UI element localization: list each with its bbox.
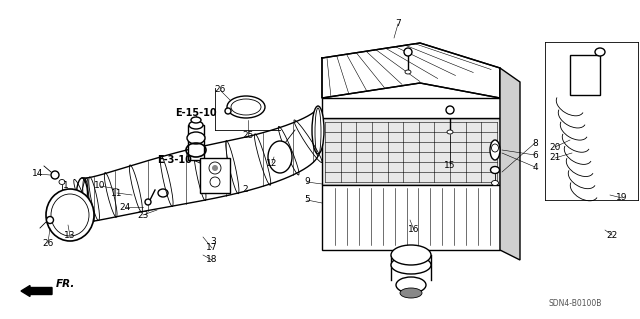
Text: SDN4-B0100B: SDN4-B0100B [548, 300, 602, 308]
Text: E-3-10: E-3-10 [157, 155, 193, 165]
Text: 4: 4 [532, 162, 538, 172]
Ellipse shape [46, 189, 94, 241]
Text: 7: 7 [395, 19, 401, 28]
Ellipse shape [312, 106, 324, 154]
Text: 26: 26 [42, 239, 54, 248]
Bar [188, 125, 204, 160]
Text: 24: 24 [120, 203, 131, 211]
Text: 18: 18 [206, 256, 218, 264]
Ellipse shape [447, 130, 453, 134]
Text: 1: 1 [63, 181, 69, 189]
Text: 5: 5 [304, 196, 310, 204]
Text: 15: 15 [444, 160, 456, 169]
Text: 12: 12 [266, 159, 278, 167]
Text: FR.: FR. [56, 279, 76, 289]
Text: 26: 26 [214, 85, 226, 94]
Polygon shape [500, 68, 520, 260]
Text: 25: 25 [243, 131, 253, 140]
Ellipse shape [268, 141, 292, 173]
Circle shape [47, 217, 54, 224]
Text: 20: 20 [549, 143, 561, 152]
Text: 8: 8 [532, 138, 538, 147]
Ellipse shape [396, 277, 426, 293]
Bar [570, 55, 600, 95]
Text: 13: 13 [64, 232, 76, 241]
Polygon shape [322, 43, 500, 98]
Circle shape [225, 108, 231, 114]
Polygon shape [322, 118, 500, 185]
Text: 14: 14 [32, 169, 44, 179]
Text: 23: 23 [138, 211, 148, 219]
Ellipse shape [405, 70, 411, 74]
Circle shape [212, 165, 218, 171]
Text: 16: 16 [408, 226, 420, 234]
Ellipse shape [595, 48, 605, 56]
Ellipse shape [391, 245, 431, 265]
Ellipse shape [187, 132, 205, 144]
Text: 9: 9 [304, 177, 310, 187]
Text: 11: 11 [111, 189, 123, 197]
Text: 6: 6 [532, 151, 538, 160]
Ellipse shape [490, 167, 499, 174]
Polygon shape [322, 185, 500, 250]
Circle shape [51, 171, 59, 179]
Ellipse shape [400, 288, 422, 298]
FancyArrow shape [21, 286, 52, 296]
Text: 19: 19 [616, 194, 628, 203]
Text: 10: 10 [94, 182, 106, 190]
Ellipse shape [492, 181, 499, 186]
Ellipse shape [446, 106, 454, 114]
Ellipse shape [59, 180, 65, 184]
Ellipse shape [404, 48, 412, 56]
Polygon shape [82, 108, 318, 222]
Text: 2: 2 [242, 186, 248, 195]
Circle shape [209, 162, 221, 174]
Ellipse shape [189, 121, 203, 129]
Circle shape [145, 199, 151, 205]
Ellipse shape [227, 96, 265, 118]
Text: E-15-10: E-15-10 [175, 108, 217, 118]
Text: 21: 21 [549, 153, 561, 162]
Circle shape [210, 177, 220, 187]
Ellipse shape [391, 256, 431, 274]
Ellipse shape [490, 140, 500, 160]
Ellipse shape [191, 117, 201, 123]
Text: 3: 3 [210, 238, 216, 247]
Ellipse shape [76, 178, 88, 222]
Text: 22: 22 [606, 231, 618, 240]
Bar [200, 158, 230, 193]
Polygon shape [322, 98, 500, 118]
Text: 17: 17 [206, 243, 218, 253]
